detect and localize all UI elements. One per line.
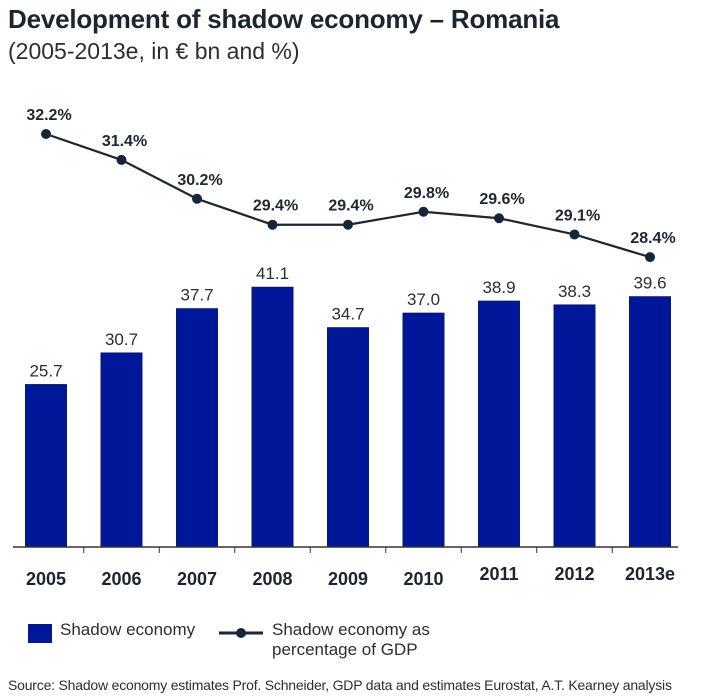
source-note: Source: Shadow economy estimates Prof. S… [8, 677, 672, 693]
legend-line-marker-icon [219, 628, 263, 638]
line-value-label: 29.6% [479, 191, 524, 208]
x-tick-label: 2005 [26, 569, 66, 589]
bar-value-label: 38.9 [482, 278, 515, 297]
line-point-2006 [116, 154, 127, 165]
line-value-label: 29.8% [404, 185, 449, 202]
line-point-2010 [418, 206, 429, 217]
bar-2011 [478, 300, 520, 548]
chart-plot: 2005 2006 2007 2008 2009 2010 2011 2012 2013e 25… [13, 107, 678, 589]
bar-value-label: 25.7 [29, 362, 62, 381]
x-axis: 2005 2006 2007 2008 2009 2010 2011 2012 2013e [13, 546, 678, 589]
x-tick-label: 2013e [625, 564, 675, 584]
bar-2007 [176, 308, 218, 548]
bar-2006 [100, 352, 143, 548]
line-point-2011 [494, 213, 504, 224]
legend-label-line-2: percentage of GDP [272, 640, 418, 659]
line-point-2013e [645, 252, 655, 263]
bar-value-label: 30.7 [105, 330, 138, 349]
line-point-2007 [192, 193, 202, 204]
line-value-label: 32.2% [26, 107, 71, 124]
x-tick-label: 2010 [403, 569, 443, 589]
bar-2010 [402, 312, 445, 548]
line-path [45, 132, 651, 259]
legend-swatch-bar [28, 624, 52, 643]
bar-value-label: 37.7 [180, 286, 213, 305]
line-value-label: 29.4% [253, 198, 298, 215]
x-tick-label: 2011 [479, 564, 518, 584]
bar-2005 [25, 384, 67, 548]
bar-value-label: 39.6 [633, 274, 666, 293]
chart-title: Development of shadow economy – Romania [8, 4, 560, 34]
x-tick-label: 2012 [554, 564, 594, 584]
legend-label-line: Shadow economy as percentage of GDP [272, 620, 430, 660]
line-value-label: 29.1% [555, 207, 600, 224]
line-value-label: 28.4% [630, 230, 675, 247]
chart-subtitle: (2005-2013e, in € bn and %) [8, 38, 300, 64]
bar-value-label: 34.7 [331, 305, 364, 324]
bar-2008 [251, 286, 294, 548]
line-point-2012 [569, 229, 580, 240]
x-tick-label: 2009 [328, 569, 368, 589]
line-value-label: 29.4% [328, 198, 373, 215]
line-series [41, 129, 655, 263]
bar-2009 [327, 327, 369, 548]
labels-layer: 25.7 30.7 37.7 41.1 34.7 37.0 38.9 38.3 39.6 32.2… [26, 107, 675, 381]
x-tick-label: 2007 [177, 569, 217, 589]
legend-label-line-1: Shadow economy as [272, 620, 430, 639]
bar-value-label: 37.0 [407, 290, 440, 309]
x-tick-label: 2006 [101, 569, 141, 589]
line-point-2009 [343, 219, 353, 230]
bar-2013e [629, 296, 671, 548]
x-tick-label: 2008 [252, 569, 292, 589]
line-point-2005 [41, 129, 51, 139]
bars-layer [25, 286, 671, 548]
line-value-label: 31.4% [102, 133, 147, 150]
bar-value-label: 38.3 [558, 282, 591, 301]
line-point-2008 [267, 219, 278, 230]
line-value-label: 30.2% [177, 172, 222, 189]
bar-2012 [553, 304, 596, 548]
legend-label-bar: Shadow economy [60, 620, 196, 639]
bar-value-label: 41.1 [256, 264, 289, 283]
